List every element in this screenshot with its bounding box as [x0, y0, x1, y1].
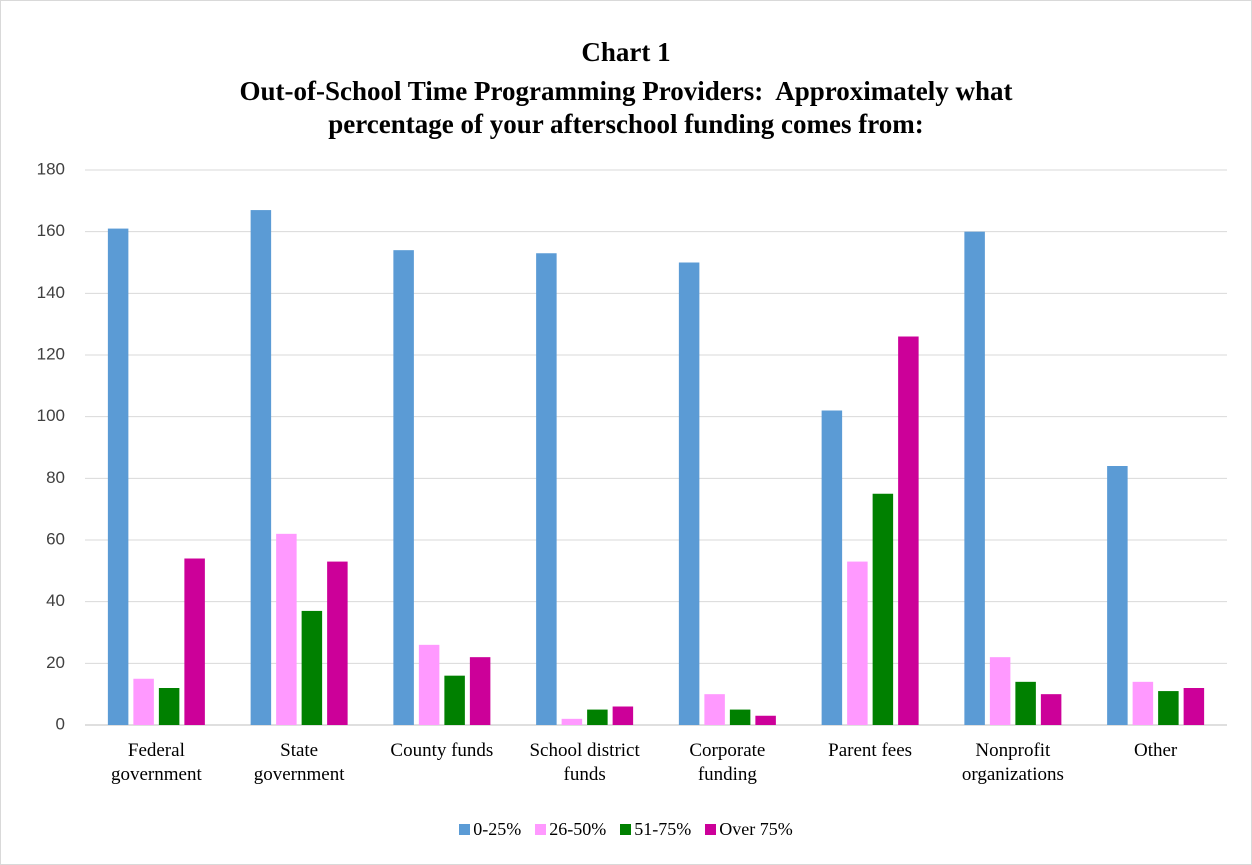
bar [184, 558, 205, 725]
bar [444, 675, 465, 725]
x-tick-label: Nonprofit organizations [961, 740, 1064, 785]
bar [107, 228, 129, 726]
bar [898, 336, 919, 725]
x-tick-label: State government [253, 740, 345, 785]
bar [418, 644, 440, 725]
legend-label: 26-50% [549, 819, 607, 839]
bar [821, 410, 843, 725]
legend-label: 51-75% [634, 819, 692, 839]
x-tick-label: Other [1133, 740, 1178, 761]
y-tick-label: 80 [46, 468, 65, 487]
bar [1132, 681, 1154, 725]
x-tick-label: Corporate funding [689, 740, 766, 785]
bar [1015, 681, 1036, 725]
y-tick-label: 0 [56, 714, 65, 733]
bar [755, 715, 776, 725]
legend-label: 0-25% [473, 819, 522, 839]
y-tick-label: 20 [46, 653, 65, 672]
bar [1107, 466, 1128, 725]
y-tick-label: 40 [46, 591, 65, 610]
bar [1158, 691, 1179, 725]
bar [301, 610, 323, 725]
bar [989, 657, 1011, 725]
legend: 0-25% 26-50% 51-75% Over 75% [1, 819, 1251, 840]
legend-swatch [459, 824, 471, 835]
y-tick-label: 180 [37, 159, 65, 178]
bar [678, 262, 700, 725]
x-tick-label: Federal government [110, 740, 202, 785]
bar [1040, 694, 1062, 725]
bar [704, 694, 725, 725]
legend-swatch [705, 824, 717, 835]
legend-item: Over 75% [705, 819, 793, 840]
bar [536, 253, 557, 725]
chart-subtitle: Out-of-School Time Programming Providers… [239, 76, 1020, 139]
bar [561, 718, 583, 725]
bar [133, 678, 154, 725]
bar [964, 231, 985, 725]
bar [469, 657, 491, 725]
bar [612, 706, 634, 725]
bar [872, 493, 894, 725]
legend-item: 26-50% [535, 819, 606, 840]
y-tick-label: 100 [37, 406, 65, 425]
x-tick-label: County funds [390, 740, 494, 761]
legend-swatch [620, 824, 632, 835]
bar [327, 561, 348, 725]
legend-item: 51-75% [620, 819, 691, 840]
y-tick-label: 120 [37, 344, 65, 363]
chart-title: Chart 1 [581, 37, 671, 67]
bar [393, 250, 414, 725]
x-tick-label: School district funds [529, 740, 640, 785]
bar [729, 709, 751, 725]
bar [158, 688, 180, 725]
bar [250, 210, 272, 726]
x-tick-label: Parent fees [828, 740, 913, 761]
bar [276, 533, 297, 725]
bar [587, 709, 608, 725]
bar [1183, 688, 1205, 725]
y-tick-label: 160 [37, 221, 65, 240]
legend-label: Over 75% [719, 819, 793, 839]
legend-item: 0-25% [459, 819, 521, 840]
y-tick-label: 140 [37, 283, 65, 302]
y-tick-label: 60 [46, 529, 65, 548]
legend-swatch [535, 824, 547, 835]
bar [847, 561, 868, 725]
